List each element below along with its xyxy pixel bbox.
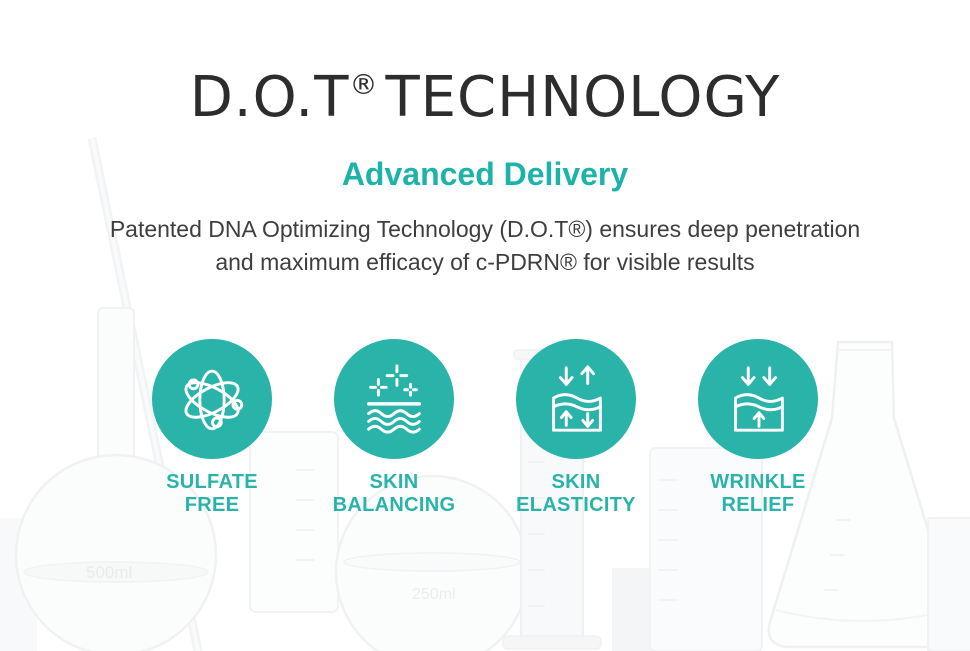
feature-sulfate-free: SULFATE FREE [121, 339, 303, 517]
title-main: D.O.T [189, 65, 350, 130]
registered-trademark-symbol: ® [349, 68, 378, 101]
feature-skin-elasticity: SKIN ELASTICITY [485, 339, 667, 517]
description-line-1: Patented DNA Optimizing Technology (D.O.… [109, 216, 861, 242]
page-title: D.O.T® TECHNOLOGY [0, 50, 970, 133]
features-row: SULFATE FREE [121, 339, 849, 517]
feature-circle [698, 339, 818, 459]
feature-label: SKIN ELASTICITY [516, 471, 636, 516]
graduated-beaker-shape [649, 447, 763, 651]
feature-circle [516, 339, 636, 459]
feature-wrinkle-relief: WRINKLE RELIEF [667, 339, 849, 517]
sparkles-waves-icon [366, 364, 422, 434]
subtitle: Advanced Delivery [341, 156, 629, 192]
wrinkle-relief-icon [734, 366, 784, 432]
feature-label: WRINKLE RELIEF [710, 471, 806, 516]
feature-skin-balancing: SKIN BALANCING [303, 339, 485, 517]
description-line-2: and maximum efficacy of c-PDRN® for visi… [215, 249, 755, 275]
background-vessel [927, 517, 970, 651]
atom-icon [184, 369, 244, 431]
dot-technology-banner: D.O.T® TECHNOLOGY Advanced Delivery Paten… [0, 50, 970, 517]
lab-glassware-background: 500ml 250ml [0, 137, 970, 651]
volumetric-flask-label: 500ml [86, 563, 132, 582]
feature-circle [334, 339, 454, 459]
description: Patented DNA Optimizing Technology (D.O.… [0, 213, 970, 279]
round-flask-label: 250ml [412, 586, 456, 603]
skin-elasticity-icon [552, 365, 602, 432]
feature-label: SULFATE FREE [166, 471, 258, 516]
title-rest: TECHNOLOGY [385, 65, 781, 130]
feature-circle [152, 339, 272, 459]
feature-label: SKIN BALANCING [332, 471, 456, 516]
